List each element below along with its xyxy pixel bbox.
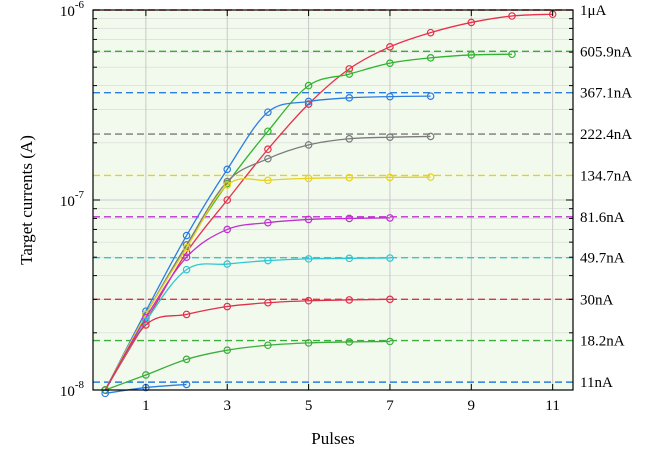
data-point (304, 296, 313, 305)
data-point (223, 165, 232, 174)
data-point (426, 92, 435, 100)
data-point (182, 310, 191, 319)
y-axis-label: Target currents (A) (17, 135, 36, 265)
data-point (426, 132, 435, 141)
target-label: 367.1nA (580, 86, 632, 102)
data-point (345, 254, 354, 263)
target-label: 49.7nA (580, 251, 625, 267)
data-point (467, 51, 476, 59)
series-line (104, 298, 390, 391)
target-label: 134.7nA (580, 168, 632, 184)
data-point (264, 145, 272, 154)
y-tick-label: 10-7 (60, 189, 85, 210)
data-point (264, 341, 272, 350)
data-point (345, 214, 354, 223)
x-axis-label: Pulses (311, 429, 354, 448)
data-point (386, 337, 394, 346)
data-point (223, 302, 232, 311)
target-label: 605.9nA (580, 44, 632, 60)
data-point (304, 255, 313, 263)
data-point (264, 218, 272, 227)
data-point (426, 28, 435, 37)
data-point (386, 133, 394, 142)
data-point (426, 54, 435, 62)
data-point (304, 339, 313, 347)
target-label: 1μA (580, 3, 607, 19)
y-tick-label: 10-6 (60, 0, 85, 20)
data-point (223, 260, 232, 268)
data-point (345, 173, 354, 182)
data-point (223, 346, 232, 354)
data-point (345, 70, 354, 78)
data-point (426, 173, 435, 181)
data-point (182, 380, 191, 389)
target-label: 30nA (580, 292, 614, 308)
data-point (386, 254, 394, 262)
data-point (264, 154, 272, 163)
data-point (304, 215, 313, 224)
data-point (142, 371, 150, 379)
data-point (304, 174, 313, 183)
data-point (304, 141, 313, 149)
data-point (182, 355, 191, 364)
data-point (182, 244, 191, 252)
data-point (508, 12, 516, 20)
series-line (104, 95, 431, 391)
data-point (264, 298, 272, 307)
data-point (182, 253, 191, 261)
data-point (386, 295, 394, 304)
target-label: 18.2nA (580, 334, 625, 350)
data-point (467, 18, 476, 27)
data-point (386, 92, 394, 101)
data-point (386, 173, 394, 182)
data-point (386, 214, 394, 222)
data-point (223, 181, 232, 189)
x-tick-label: 1 (142, 398, 150, 414)
series-line (104, 13, 553, 391)
series-line (104, 176, 431, 391)
data-point (386, 59, 394, 67)
y-tick-label: 10-8 (60, 379, 85, 400)
x-tick-label: 9 (468, 398, 476, 414)
target-label: 11nA (580, 375, 613, 391)
x-tick-label: 11 (545, 398, 559, 414)
data-point (142, 321, 150, 329)
data-point (345, 65, 354, 73)
data-point (304, 81, 313, 90)
data-point (223, 196, 232, 204)
data-point (345, 134, 354, 143)
x-tick-label: 3 (223, 398, 231, 414)
data-point (182, 231, 191, 240)
target-label: 222.4nA (580, 127, 632, 143)
x-tick-label: 7 (386, 398, 394, 414)
data-point (345, 94, 354, 102)
data-point (386, 43, 394, 51)
data-point (304, 97, 313, 106)
data-point (508, 50, 516, 59)
data-point (223, 225, 232, 234)
data-point (264, 127, 272, 136)
data-point (264, 108, 272, 116)
data-point (304, 100, 313, 108)
data-point (345, 338, 354, 346)
data-point (264, 176, 272, 185)
data-point (345, 296, 354, 304)
data-point (182, 265, 191, 274)
data-point (264, 256, 272, 265)
target-label: 81.6nA (580, 210, 625, 226)
x-tick-label: 5 (305, 398, 313, 414)
